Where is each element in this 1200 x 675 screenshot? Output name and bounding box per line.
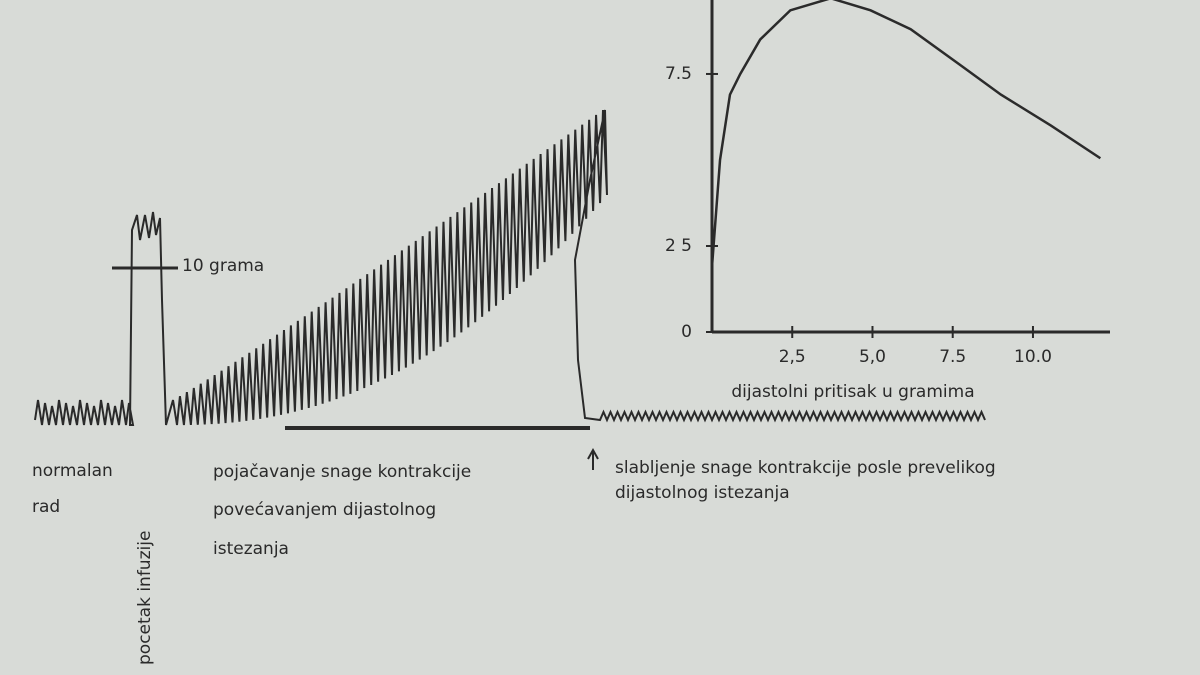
x-tick-label: 2,5 <box>779 347 806 367</box>
y-tick-label: 7.5 <box>665 64 692 84</box>
y-tick-label: 0 <box>681 322 692 342</box>
y-tick-label: 2 5 <box>665 236 692 256</box>
x-tick-label: 10.0 <box>1014 347 1052 367</box>
label-decrease: slabljenje snage kontrakcije posle preve… <box>615 458 996 478</box>
trace-line <box>34 109 986 426</box>
label-increase: istezanja <box>213 539 289 559</box>
data-line <box>710 0 1102 267</box>
label-infusion: pocetak infuzije <box>135 531 155 665</box>
x-tick-label: 7.5 <box>939 347 966 367</box>
label-normal: normalan <box>32 461 113 481</box>
label-normal: rad <box>32 497 60 517</box>
arrow <box>587 447 599 470</box>
label-increase: pojačavanje snage kontrakcije <box>213 462 471 482</box>
contraction-trace <box>34 109 986 426</box>
label-increase: povećavanjem dijastolnog <box>213 500 436 520</box>
label-decrease: dijastolnog istezanja <box>615 483 790 503</box>
x-tick-label: 5,0 <box>859 347 886 367</box>
x-axis-label: dijastolni pritisak u gramima <box>731 382 974 402</box>
scale-label: 10 grama <box>182 256 264 276</box>
